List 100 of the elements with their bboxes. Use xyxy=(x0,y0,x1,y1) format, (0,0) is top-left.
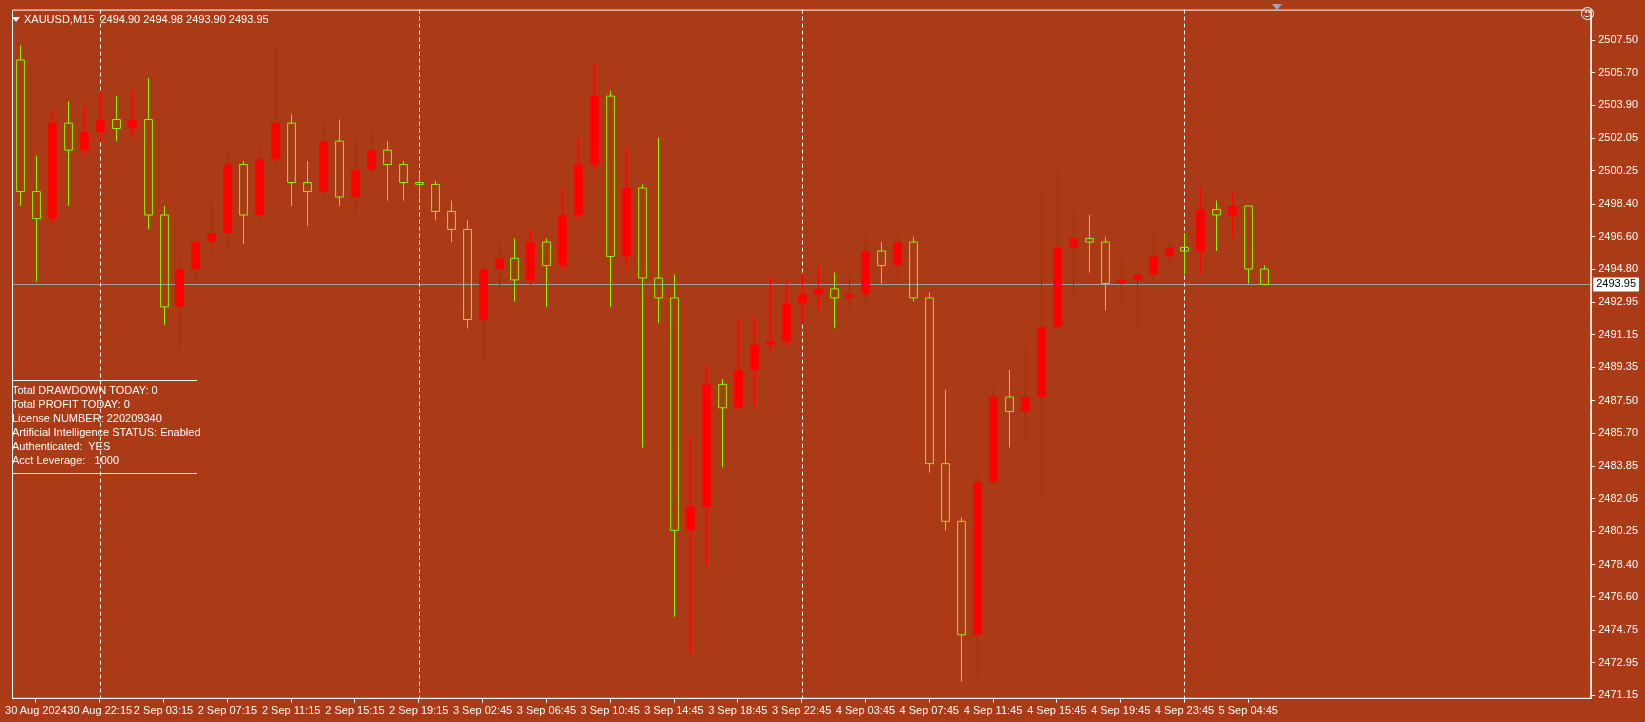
x-tick-label: 4 Sep 19:45 xyxy=(1090,704,1151,717)
candlestick xyxy=(463,219,472,330)
candlestick xyxy=(957,517,966,683)
candlestick xyxy=(1133,272,1142,330)
candlestick xyxy=(526,228,535,286)
annotation: License NUMBER: 220209340 xyxy=(12,411,163,425)
candlestick xyxy=(941,389,950,531)
candlestick xyxy=(654,137,663,324)
candlestick xyxy=(271,45,280,166)
candlestick xyxy=(925,291,934,474)
candlestick xyxy=(239,160,248,245)
candlestick xyxy=(80,104,89,157)
candlestick xyxy=(447,200,456,243)
chart-title: XAUUSD,M15 2494.90 2494.98 2493.90 2493.95 xyxy=(24,13,269,25)
candlestick xyxy=(558,187,567,270)
candlestick xyxy=(973,473,982,677)
x-tick-label: 3 Sep 06:45 xyxy=(516,704,577,717)
annotation: Acct Leverage: 1000 xyxy=(12,453,120,467)
x-tick-label: 2 Sep 11:15 xyxy=(261,704,321,717)
candlestick xyxy=(1021,344,1030,445)
candlestick xyxy=(877,241,886,284)
candlestick xyxy=(351,137,360,216)
candlestick xyxy=(686,434,695,656)
x-tick-label: 3 Sep 18:45 xyxy=(708,704,768,717)
candlestick xyxy=(479,264,488,362)
candlestick xyxy=(160,205,169,326)
x-tick-label: 30 Aug 22:15 xyxy=(67,704,133,717)
annotation: Total PROFIT TODAY: 0 xyxy=(12,397,131,411)
candlestick xyxy=(112,95,121,142)
candlestick xyxy=(1244,205,1253,284)
candlestick xyxy=(175,259,184,353)
candlestick xyxy=(191,237,200,284)
x-tick-label: 2 Sep 19:15 xyxy=(389,704,449,717)
candlestick xyxy=(814,264,823,312)
candlestick xyxy=(893,232,902,277)
candlestick xyxy=(1228,191,1237,239)
x-tick-label: 2 Sep 07:15 xyxy=(197,704,258,717)
candlestick xyxy=(542,237,551,308)
x-tick-label: 2 Sep 03:15 xyxy=(133,704,194,717)
y-tick-label: 2498.40 xyxy=(1598,197,1638,210)
candlestick xyxy=(287,113,296,207)
candlestick xyxy=(1101,236,1110,312)
y-tick-label: 2492.95 xyxy=(1598,295,1638,308)
candlestick xyxy=(1212,200,1221,252)
candlestick xyxy=(415,173,424,200)
candlestick xyxy=(1005,369,1014,448)
annotation: Authenticated: YES xyxy=(12,439,112,453)
x-tick-label: 5 Sep 04:45 xyxy=(1218,704,1278,717)
y-tick-label: 2496.60 xyxy=(1598,229,1638,242)
candlestick xyxy=(367,129,376,180)
candlestick xyxy=(1149,228,1158,281)
x-tick-label: 4 Sep 23:45 xyxy=(1154,704,1215,717)
candlestick xyxy=(1069,209,1078,299)
candlestick xyxy=(255,146,264,221)
candlestick xyxy=(590,63,599,171)
candlestick xyxy=(399,160,408,202)
candlestick xyxy=(734,319,743,411)
candlestick xyxy=(1085,214,1094,274)
candlestick xyxy=(1196,187,1205,275)
x-tick-label: 4 Sep 15:45 xyxy=(1027,704,1087,717)
candlestick xyxy=(606,90,615,308)
candlestick xyxy=(383,140,392,202)
candlestick xyxy=(830,272,839,330)
candlestick xyxy=(319,122,328,198)
candlestick xyxy=(622,146,631,270)
candlestick xyxy=(782,282,791,348)
candlestick xyxy=(1180,232,1189,275)
annotation: Total DRAWDOWN TODAY: 0 xyxy=(12,383,159,397)
y-tick-label: 2472.95 xyxy=(1598,655,1638,668)
candlestick xyxy=(798,273,807,324)
x-tick-label: 30 Aug 2024 xyxy=(5,704,67,717)
candlestick xyxy=(861,232,870,308)
candlestick xyxy=(223,149,232,252)
y-tick-label: 2505.70 xyxy=(1598,65,1638,78)
candlestick xyxy=(510,237,519,302)
candlestick xyxy=(64,100,73,207)
candlestick xyxy=(1037,187,1046,499)
x-tick-label: 4 Sep 07:45 xyxy=(899,704,959,717)
y-tick-label: 2494.80 xyxy=(1598,262,1638,275)
y-tick-label: 2480.25 xyxy=(1598,524,1638,537)
x-tick-label: 3 Sep 14:45 xyxy=(644,704,704,717)
annotation: Artificial Intelligence STATUS: Enabled xyxy=(12,425,201,439)
candlestick xyxy=(48,110,57,225)
candlestick xyxy=(638,183,647,448)
y-tick-label: 2483.85 xyxy=(1598,459,1638,472)
x-tick-label: 4 Sep 11:45 xyxy=(963,704,1023,717)
y-tick-label: 2491.15 xyxy=(1598,327,1638,340)
candlestick xyxy=(144,77,153,230)
x-tick-label: 2 Sep 15:15 xyxy=(325,704,385,717)
y-tick-label: 2471.15 xyxy=(1598,688,1638,701)
candlestick xyxy=(845,273,854,312)
candlestick xyxy=(32,155,41,283)
ref-line-label: 2493.95 xyxy=(1596,277,1636,290)
y-tick-label: 2500.25 xyxy=(1598,163,1638,176)
x-tick-label: 3 Sep 02:45 xyxy=(452,704,513,717)
candlestick xyxy=(303,160,312,227)
candlestick xyxy=(1053,171,1062,331)
candlestick xyxy=(96,90,105,142)
candlestick xyxy=(750,315,759,409)
candlestick xyxy=(335,119,344,207)
